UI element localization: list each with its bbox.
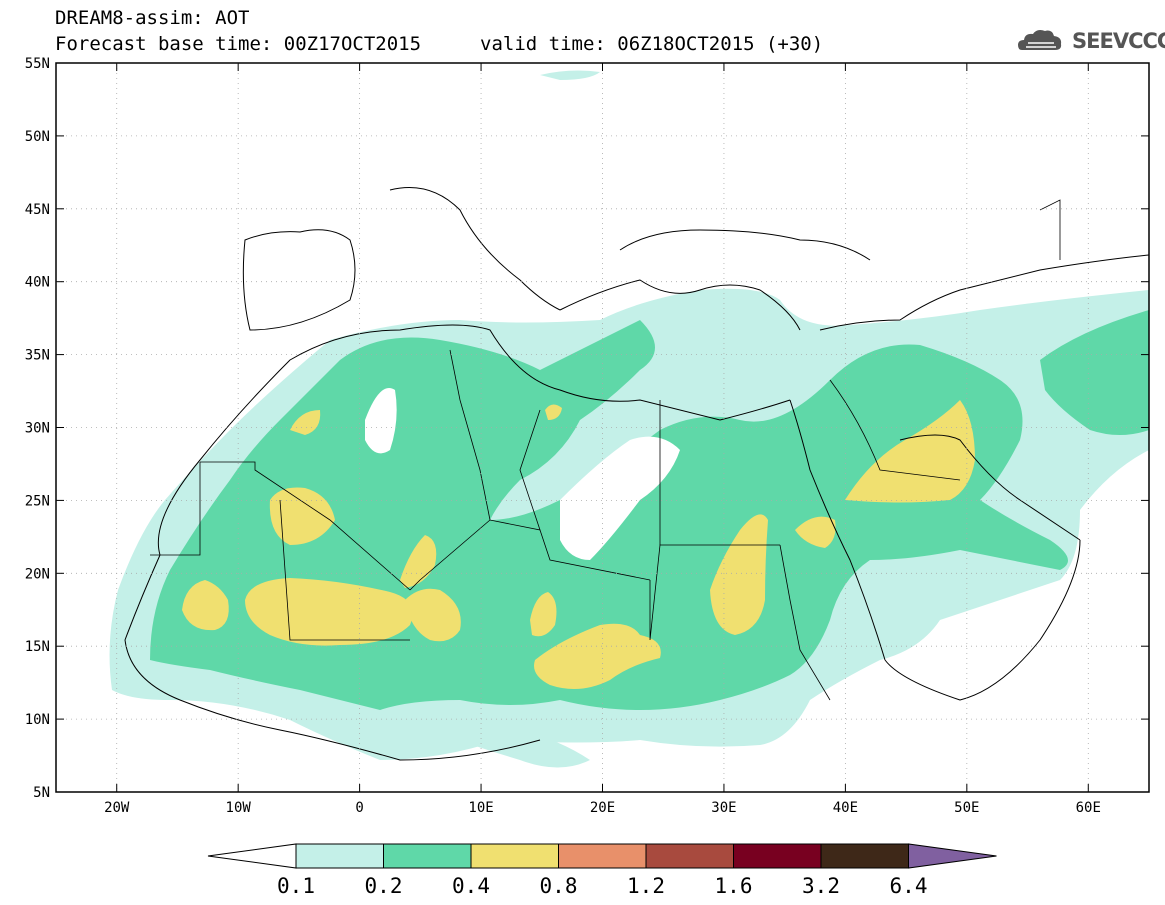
valid-time: valid time: 06Z18OCT2015 (+30) <box>480 33 824 55</box>
colorbar-label: 0.1 <box>277 874 315 898</box>
colorbar-label: 0.8 <box>540 874 578 898</box>
aot-region-high-iraq <box>845 400 975 503</box>
coastlines <box>124 187 1149 761</box>
colorbar-swatch <box>645 843 734 869</box>
lon-label: 10E <box>468 800 493 816</box>
lon-label: 0 <box>355 800 363 816</box>
colorbar: 0.1 0.2 0.4 0.8 1.2 1.6 3.2 6.4 <box>207 843 997 898</box>
colorbar-swatch <box>733 843 822 869</box>
aot-region-high-niger2 <box>400 535 437 588</box>
aot-region-high-sudan <box>710 514 768 635</box>
lon-label: 60E <box>1076 800 1101 816</box>
map-title: DREAM8-assim: AOT <box>55 7 250 29</box>
aot-region-high-redsea <box>795 516 836 548</box>
lon-label: 50E <box>954 800 979 816</box>
lat-label: 40N <box>25 275 50 291</box>
latitude-axis: 55N 50N 45N 40N 35N 30N 25N 20N 15N 10N 5N <box>25 56 1149 801</box>
aot-region-low-north <box>540 70 600 80</box>
colorbar-label: 6.4 <box>890 874 928 898</box>
aot-region-low-2 <box>430 700 590 768</box>
aot-gap-algeria <box>365 388 397 454</box>
colorbar-label: 1.2 <box>627 874 665 898</box>
aot-region-high-tunisia <box>545 404 562 420</box>
lat-label: 15N <box>25 639 50 655</box>
forecast-base-time: Forecast base time: 00Z17OCT2015 <box>55 33 422 55</box>
aot-region-high-westsahara <box>269 487 335 545</box>
lat-label: 10N <box>25 712 50 728</box>
aot-region-high-morocco <box>290 410 321 435</box>
aot-region-high-niger <box>405 588 461 642</box>
colorbar-swatch <box>820 843 909 869</box>
colorbar-max-arrow <box>908 843 997 869</box>
colorbar-swatch <box>295 843 384 869</box>
lon-label: 20E <box>590 800 615 816</box>
lat-label: 45N <box>25 202 50 218</box>
lat-label: 25N <box>25 493 50 509</box>
aot-region-high-chad2 <box>530 592 557 637</box>
colorbar-label: 1.6 <box>715 874 753 898</box>
lat-label: 20N <box>25 566 50 582</box>
aot-gap-libya <box>560 436 680 560</box>
lon-label: 20W <box>104 800 130 816</box>
borders <box>150 199 1061 701</box>
logo-text: SEEVCCC <box>1072 29 1165 53</box>
longitude-axis: 20W 10W 0 10E 20E 30E 40E 50E 60E <box>104 63 1101 816</box>
gridlines <box>56 63 1149 792</box>
aot-region-mid-east <box>1040 310 1149 435</box>
colorbar-swatch <box>383 843 472 869</box>
colorbar-label: 0.2 <box>365 874 403 898</box>
lat-label: 50N <box>25 129 50 145</box>
colorbar-label: 0.4 <box>452 874 490 898</box>
aot-field <box>109 70 1149 768</box>
colorbar-min-arrow <box>207 843 297 869</box>
lon-label: 40E <box>833 800 858 816</box>
aot-region-high-mauritania <box>182 580 229 631</box>
colorbar-swatch <box>558 843 647 869</box>
lat-label: 55N <box>25 56 50 72</box>
lat-label: 5N <box>33 785 50 801</box>
seevccc-logo <box>1018 30 1062 50</box>
lon-label: 30E <box>711 800 736 816</box>
aot-region-high-chad <box>534 623 661 689</box>
lat-label: 35N <box>25 348 50 364</box>
colorbar-swatch <box>470 843 559 869</box>
colorbar-label: 3.2 <box>802 874 840 898</box>
lon-label: 10W <box>226 800 252 816</box>
lat-label: 30N <box>25 421 50 437</box>
